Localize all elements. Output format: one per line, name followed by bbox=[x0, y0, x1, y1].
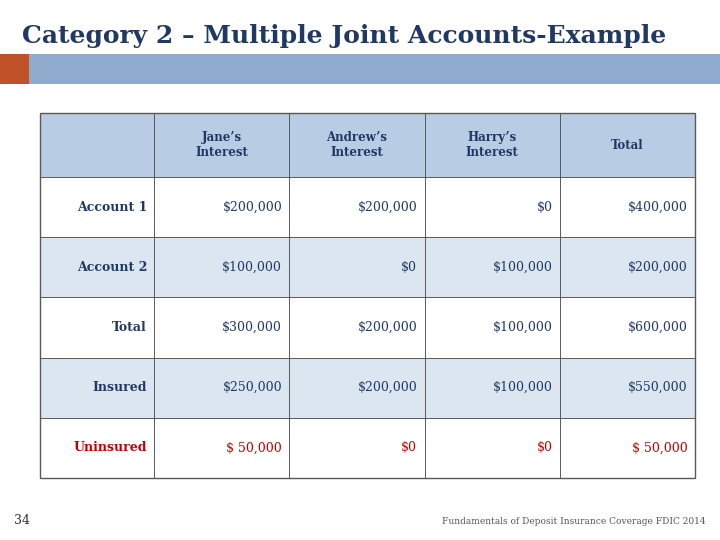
Text: $200,000: $200,000 bbox=[222, 201, 282, 214]
Text: Insured: Insured bbox=[93, 381, 147, 394]
Text: $200,000: $200,000 bbox=[358, 321, 418, 334]
Text: Harry’s
Interest: Harry’s Interest bbox=[466, 131, 518, 159]
Text: $600,000: $600,000 bbox=[628, 321, 688, 334]
Text: $200,000: $200,000 bbox=[628, 261, 688, 274]
Text: $100,000: $100,000 bbox=[492, 261, 552, 274]
Text: $300,000: $300,000 bbox=[222, 321, 282, 334]
Text: $100,000: $100,000 bbox=[492, 381, 552, 394]
Text: $ 50,000: $ 50,000 bbox=[632, 441, 688, 454]
Text: $200,000: $200,000 bbox=[358, 201, 418, 214]
Text: Account 1: Account 1 bbox=[77, 201, 147, 214]
Text: 34: 34 bbox=[14, 514, 30, 526]
Text: $0: $0 bbox=[401, 261, 418, 274]
Text: $0: $0 bbox=[536, 441, 552, 454]
Bar bbox=[0, 54, 29, 84]
Text: $400,000: $400,000 bbox=[628, 201, 688, 214]
Text: $0: $0 bbox=[401, 441, 418, 454]
Text: Fundamentals of Deposit Insurance Coverage FDIC 2014: Fundamentals of Deposit Insurance Covera… bbox=[442, 517, 706, 526]
Text: $550,000: $550,000 bbox=[628, 381, 688, 394]
Text: Jane’s
Interest: Jane’s Interest bbox=[195, 131, 248, 159]
Text: Total: Total bbox=[112, 321, 147, 334]
Bar bbox=[40, 177, 695, 238]
Bar bbox=[40, 357, 695, 418]
Text: Andrew’s
Interest: Andrew’s Interest bbox=[326, 131, 387, 159]
Bar bbox=[40, 418, 695, 478]
Text: $0: $0 bbox=[536, 201, 552, 214]
Text: Category 2 – Multiple Joint Accounts-Example: Category 2 – Multiple Joint Accounts-Exa… bbox=[22, 24, 666, 48]
Text: $250,000: $250,000 bbox=[222, 381, 282, 394]
Text: $100,000: $100,000 bbox=[222, 261, 282, 274]
Text: $100,000: $100,000 bbox=[492, 321, 552, 334]
Bar bbox=[40, 113, 695, 478]
Bar bbox=[40, 113, 695, 177]
Text: $ 50,000: $ 50,000 bbox=[227, 441, 282, 454]
Bar bbox=[40, 238, 695, 298]
Text: Account 2: Account 2 bbox=[77, 261, 147, 274]
Bar bbox=[0, 54, 720, 84]
Text: $200,000: $200,000 bbox=[358, 381, 418, 394]
Text: Uninsured: Uninsured bbox=[73, 441, 147, 454]
Bar bbox=[40, 298, 695, 357]
Text: Total: Total bbox=[611, 139, 644, 152]
